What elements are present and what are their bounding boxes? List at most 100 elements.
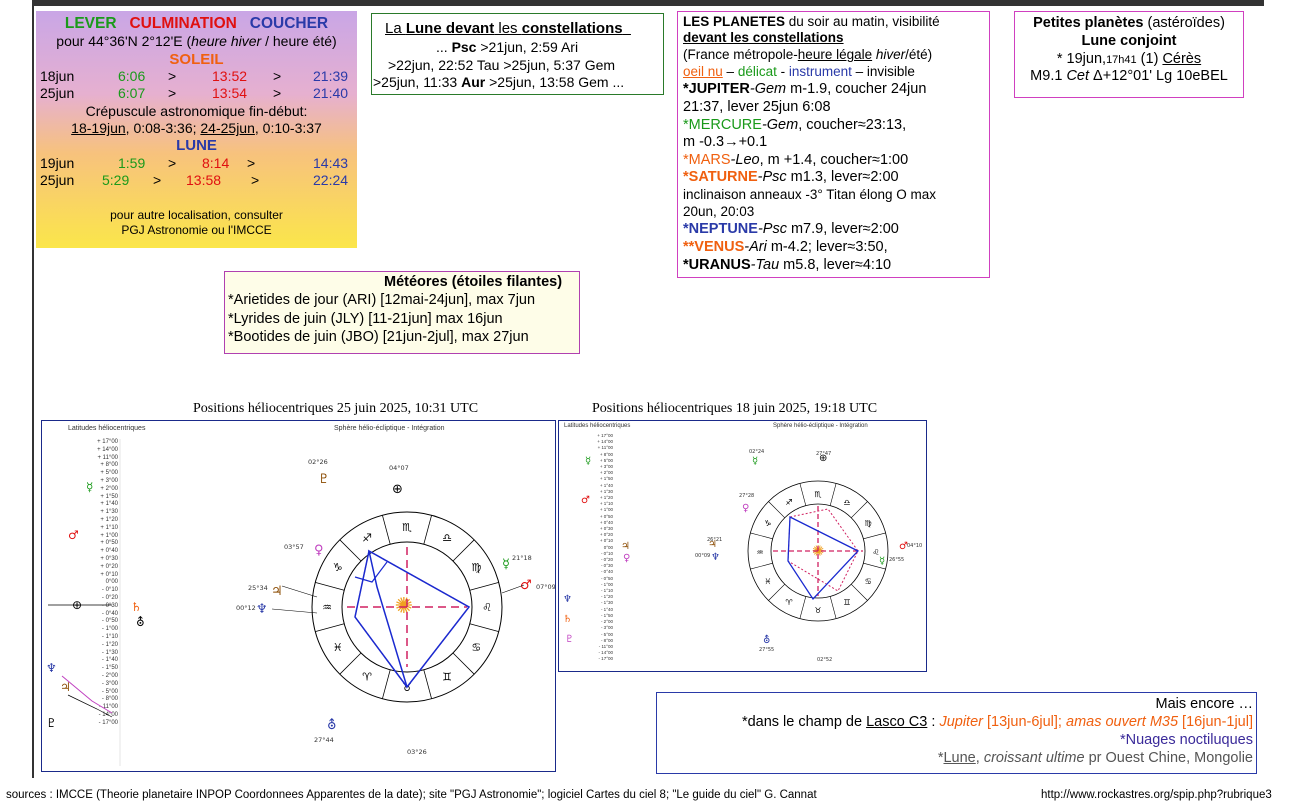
lasco-line: *dans le champ de Lasco C3 : Jupiter [13…	[741, 714, 1253, 730]
mercure-line2: m -0.3→+0.1	[683, 134, 768, 150]
moon-const-line2: >22jun, 22:52 Tau >25jun, 5:37 Gem	[388, 57, 616, 73]
mars-icon: ♂	[68, 528, 79, 542]
planets-legend: oeil nu – délicat - instrument – invisib…	[683, 64, 915, 79]
chart2-annot: 26°55	[889, 557, 904, 563]
wheel-spoke	[863, 532, 886, 540]
chart1-right-label: Sphère hélio-écliptique - Intégration	[334, 425, 445, 432]
zodiac-sign-icon: ♒	[756, 548, 763, 557]
chart1-annot: 00°12	[236, 604, 256, 612]
chart2-annot: 27°47	[816, 451, 831, 457]
moon-const-title: La Lune devant les constellations	[385, 20, 623, 37]
jupiter-wheel-icon: ♃	[271, 584, 283, 599]
wheel-spoke	[768, 501, 786, 519]
zodiac-sign-icon: ♏	[814, 490, 822, 499]
footer-url[interactable]: http://www.rockastres.org/spip.php?rubri…	[1041, 789, 1272, 801]
asteroids-line1: * 19jun,17h41 (1) Cérès	[1056, 51, 1202, 67]
zodiac-sign-icon: ♐	[362, 532, 372, 545]
venus-wheel-icon: ♀	[314, 543, 324, 558]
planets-title: LES PLANETES du soir au matin, visibilit…	[683, 14, 940, 29]
top-border	[32, 0, 1264, 6]
chart1-annot: 21°18	[512, 554, 532, 562]
note-1: pour autre localisation, consulter	[110, 208, 283, 222]
hdr-coucher: COUCHER	[249, 15, 329, 32]
zodiac-sign-icon: ♑	[764, 519, 771, 528]
orbit-polygon	[367, 549, 471, 689]
lat-tick: + 0°20	[599, 532, 613, 538]
soleil-row-2: 25jun 6:07 > 13:54 > 21:40	[40, 85, 349, 101]
pointer-line	[501, 584, 525, 594]
lat-tick: + 8°00	[100, 462, 118, 469]
mercury2-wheel-icon: ☿	[879, 556, 885, 567]
lat-tick: + 11°00	[97, 454, 118, 461]
lat-tick: - 1°40	[101, 657, 118, 664]
lat-tick: - 8°00	[101, 696, 118, 703]
lat-tick: - 0°40	[600, 569, 613, 575]
meteors-title: Météores (étoiles filantes)	[384, 274, 563, 290]
lat-tick: + 5°00	[100, 470, 118, 477]
lat-tick: - 0°10	[101, 587, 118, 594]
pluto-wheel-icon: ♇	[318, 472, 330, 487]
orbit-line	[354, 561, 388, 583]
chart1-left-label: Latitudes héliocentriques	[68, 425, 146, 432]
chart2-left-label: Latitudes héliocentriques	[564, 423, 631, 429]
lat-tick: + 2°00	[599, 470, 613, 476]
wheel-spoke	[469, 623, 499, 632]
neptune-wheel-icon: ♆	[711, 552, 720, 563]
chart2-svg: ☿ ♂ ♃ ♀ ♆ ♄ ♇ ♌♍♎♏♐♑♒♓♈♉♊♋ ✺ ⊕ ☿ ♀ ♃ ♆ ♂	[563, 449, 922, 663]
planets-france: (France métropole-heure légale hiver/été…	[683, 47, 933, 62]
left-border	[32, 0, 34, 778]
asteroids-box: Petites planètes (astéroïdes) Lune conjo…	[1014, 11, 1244, 98]
zodiac-sign-icon: ♋	[471, 641, 481, 654]
lat-tick: + 1°50	[599, 476, 613, 482]
zodiac-sign-icon: ♎	[843, 498, 850, 507]
lat-tick: + 11°00	[597, 445, 613, 451]
venus-icon: ♀	[623, 553, 630, 564]
lat-tick: - 0°30	[600, 563, 613, 569]
wheel-spoke	[452, 652, 475, 675]
chart1-annot: 25°34	[248, 584, 268, 592]
zodiac-sign-icon: ♓	[764, 577, 771, 586]
pluto-icon: ♇	[46, 716, 57, 730]
lune-line: *Lune, croissant ultime pr Ouest Chine, …	[937, 750, 1253, 766]
more-title: Mais encore …	[1155, 696, 1253, 712]
lat-tick: + 1°10	[599, 501, 613, 507]
asteroids-title2: Lune conjoint	[1081, 33, 1177, 49]
chart2-annot: 02°24	[749, 449, 764, 455]
wheel-spoke	[423, 515, 432, 545]
lat-tick: + 17°00	[97, 439, 118, 445]
zodiac-sign-icon: ♉	[814, 606, 821, 615]
zodiac-sign-icon: ♊	[843, 598, 850, 607]
zodiac-sign-icon: ♌	[872, 548, 879, 557]
neptune-icon: ♆	[46, 661, 57, 675]
hdr-lever: LEVER	[64, 15, 117, 32]
lat-tick: + 14°00	[97, 446, 118, 453]
jupiter-wheel-icon: ♃	[708, 539, 717, 550]
header-row: LEVER CULMINATION COUCHER	[36, 15, 357, 33]
lat-tick: - 1°20	[101, 641, 118, 648]
lat-tick: - 2°00	[101, 672, 118, 679]
lat-tick: - 14°00	[598, 650, 613, 656]
meteor-item: *Bootides de juin (JBO) [21jun-2jul], ma…	[228, 329, 529, 345]
venus-wheel-icon: ♀	[742, 503, 749, 514]
lat-tick: + 1°10	[100, 524, 118, 531]
lat-tick: + 8°00	[599, 451, 613, 457]
chart1-lat-trace	[61, 675, 113, 714]
earth-wheel-icon: ⊕	[819, 453, 827, 464]
neptune-icon: ♆	[563, 594, 572, 605]
wheel-spoke	[799, 483, 807, 506]
uranus-wheel-icon: ⛢	[327, 718, 337, 733]
wheel-spoke	[863, 562, 886, 570]
lat-tick: + 1°00	[100, 532, 118, 539]
meteor-item: *Lyrides de juin (JLY) [11-21jun] max 16…	[228, 311, 503, 327]
lat-tick: + 0°20	[100, 563, 118, 570]
more-box: Mais encore … *dans le champ de Lasco C3…	[656, 692, 1257, 774]
zodiac-sign-icon: ♍	[865, 519, 872, 528]
neptune-line: *NEPTUNE-Psc m7.9, lever≈2:00	[683, 221, 899, 237]
mars-icon: ♂	[581, 495, 590, 506]
lat-tick: - 11°00	[598, 643, 613, 649]
lat-tick: - 0°50	[600, 575, 613, 581]
planets-box: LES PLANETES du soir au matin, visibilit…	[677, 11, 990, 278]
wheel-spoke	[382, 515, 391, 545]
lat-tick: + 1°20	[100, 516, 118, 523]
moon-const-line3: >25jun, 11:33 Aur >25jun, 13:58 Gem ...	[373, 74, 625, 90]
